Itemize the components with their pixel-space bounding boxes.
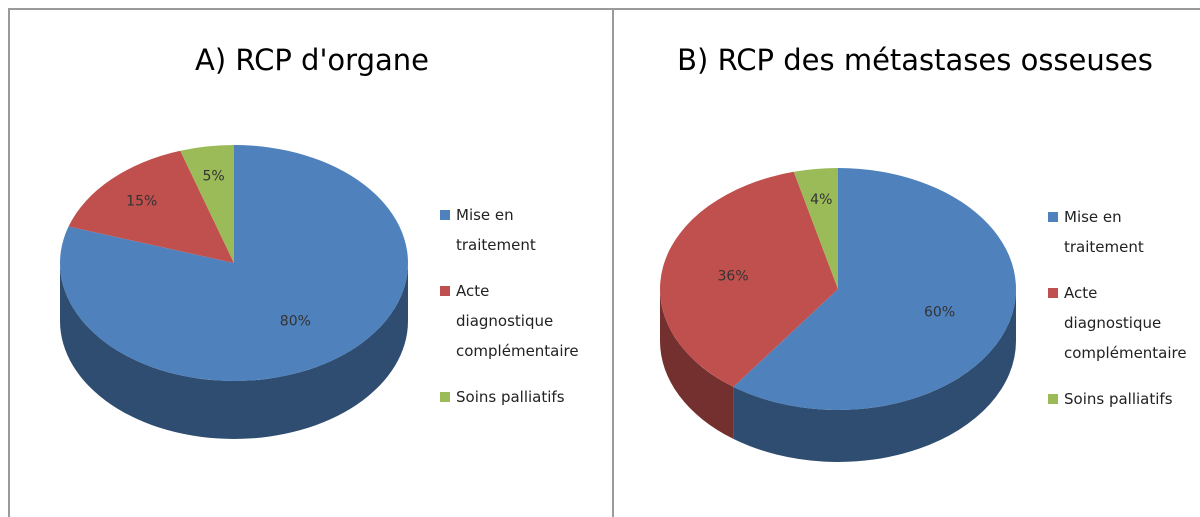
- value-label: 15%: [126, 193, 157, 209]
- legend: Mise en traitement Acte diagnostique comp…: [440, 200, 590, 428]
- legend-swatch: [440, 286, 450, 296]
- panel-b: [612, 8, 1200, 517]
- legend-label: Mise en traitement: [456, 206, 536, 254]
- legend-label: Acte diagnostique complémentaire: [1064, 284, 1187, 362]
- legend-swatch: [1048, 212, 1058, 222]
- slice: [68, 150, 234, 263]
- slice-side: [60, 263, 408, 439]
- value-label: 5%: [202, 169, 224, 185]
- legend-label: Soins palliatifs: [1064, 390, 1173, 408]
- legend-item: Mise en traitement: [440, 200, 590, 260]
- slice: [793, 168, 838, 289]
- legend-swatch: [440, 392, 450, 402]
- legend-label: Acte diagnostique complémentaire: [456, 282, 579, 360]
- legend-item: Soins palliatifs: [1048, 384, 1198, 414]
- legend-label: Soins palliatifs: [456, 388, 565, 406]
- legend-item: Soins palliatifs: [440, 382, 590, 412]
- legend-item: Mise en traitement: [1048, 202, 1198, 262]
- value-label: 36%: [718, 268, 749, 284]
- legend-swatch: [1048, 288, 1058, 298]
- value-label: 60%: [924, 304, 955, 320]
- value-label: 4%: [810, 192, 832, 208]
- value-label: 80%: [280, 313, 311, 329]
- chart-title: A) RCP d'organe: [195, 43, 429, 77]
- chart-title: B) RCP des métastases osseuses: [677, 43, 1153, 77]
- legend-swatch: [1048, 394, 1058, 404]
- slice: [180, 145, 234, 263]
- slice-side: [660, 289, 734, 439]
- slice: [660, 171, 838, 387]
- legend-item: Acte diagnostique complémentaire: [440, 276, 590, 366]
- legend-swatch: [440, 210, 450, 220]
- legend-label: Mise en traitement: [1064, 208, 1144, 256]
- legend-item: Acte diagnostique complémentaire: [1048, 278, 1198, 368]
- slice-side: [733, 289, 1016, 462]
- slice: [733, 167, 1017, 410]
- legend: Mise en traitement Acte diagnostique comp…: [1048, 202, 1198, 430]
